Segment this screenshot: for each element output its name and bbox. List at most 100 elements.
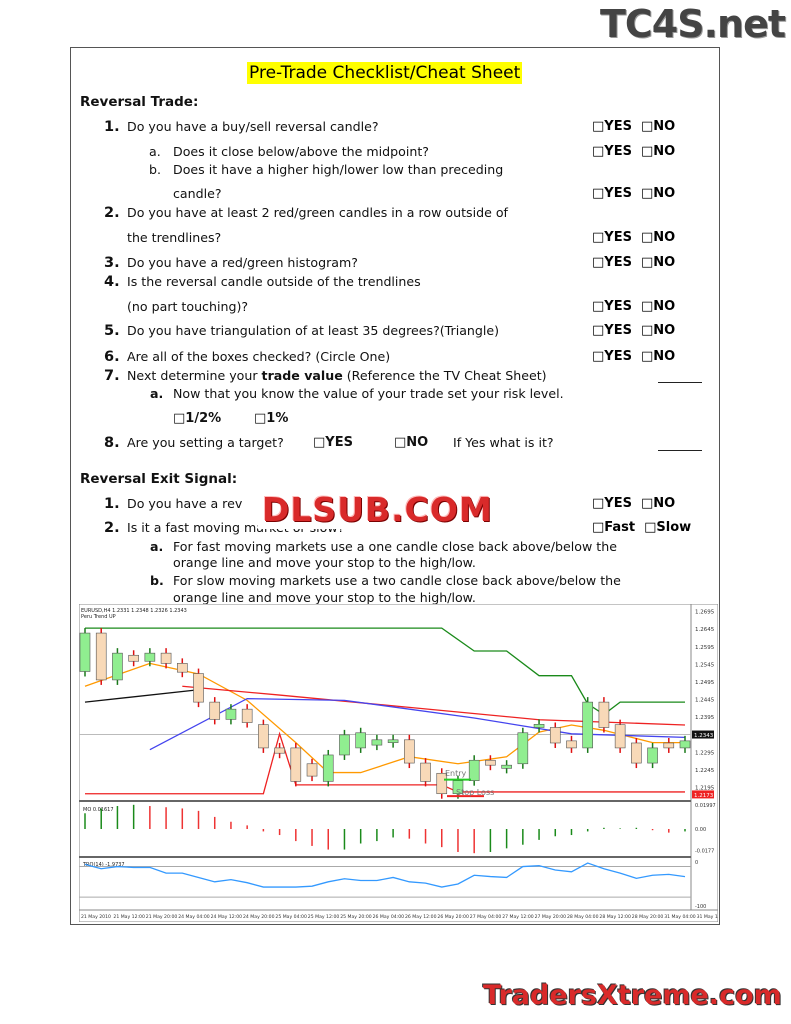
no-checkbox[interactable]: □NO [640,323,676,338]
question-text: Are all of the boxes checked? (Circle On… [127,349,391,364]
candle-body [614,724,626,749]
trade-value-blank[interactable] [658,368,702,383]
price-chart: 1.2695 1.2645 1.2595 1.2545 1.2495 1.2445 1.23… [79,604,718,922]
number: 6. [104,349,120,365]
yes-checkbox[interactable]: □YES [592,349,632,364]
time-tick-label: 25 May 04:00 [275,914,307,920]
mo-tick-label: -0.0177 [695,848,714,854]
checklist-sheet [70,47,720,925]
no-checkbox[interactable]: □NO [640,299,676,314]
candle-body [452,780,464,795]
time-tick-label: 24 May 04:00 [178,914,210,920]
yes-checkbox[interactable]: □YES [592,255,632,270]
stop-price-label: 1.2173 [694,793,714,799]
risk-one-percent-checkbox[interactable]: □1% [254,411,289,426]
question-text: Next determine your trade value (Referen… [127,368,547,384]
candle-body [468,759,480,781]
question-text: Do you have a rev [127,496,243,511]
number: 4. [104,274,120,290]
candle-body [209,701,221,720]
no-checkbox[interactable]: □NO [394,435,429,450]
candle-body [306,763,318,777]
stop-price-box [692,790,714,799]
time-tick-label: 26 May 04:00 [373,914,405,920]
candle-body [533,724,545,728]
question-text: Do you have a buy/sell reversal candle? [127,119,379,134]
no-checkbox[interactable]: □NO [640,255,676,270]
current-price-label: 1.2343 [694,733,714,739]
time-tick-label: 31 May 1 [697,914,718,920]
yes-checkbox[interactable]: □YES [592,323,632,338]
question-text-cont: (no part touching)? [127,299,249,314]
yes-checkbox[interactable]: □YES [592,230,632,245]
no-checkbox[interactable]: □NO [640,230,676,245]
tro-tick-label: 0 [695,860,698,866]
no-checkbox[interactable]: □NO [640,144,676,159]
price-tick-label: 1.2545 [695,662,715,668]
candle-body [501,764,512,769]
time-tick-label: 27 May 12:00 [502,914,534,920]
no-checkbox[interactable]: □NO [640,186,676,201]
time-tick-label: 28 May 04:00 [567,914,599,920]
yes-checkbox[interactable]: □YES [592,186,632,201]
tro-tick-label: -100 [695,904,706,910]
chart-frame [79,604,718,922]
candle-body [112,652,123,681]
section-heading-reversal-trade: Reversal Trade: [80,94,199,110]
candle-body [79,632,91,672]
question-text-cont: the trendlines? [127,230,222,245]
section-heading-exit-signal: Reversal Exit Signal: [80,471,238,487]
candle-body [566,740,577,749]
number: 7. [104,368,120,384]
number: 2. [104,205,120,221]
candle-body [225,708,237,720]
risk-half-percent-checkbox[interactable]: □1/2% [173,411,222,426]
yes-checkbox[interactable]: □YES [592,299,632,314]
candle-body [387,739,399,743]
slow-checkbox[interactable]: □Slow [644,520,692,535]
text-pre: Next determine your [127,368,262,383]
time-tick-label: 25 May 12:00 [308,914,340,920]
candle-body [647,747,658,764]
target-blank[interactable] [658,436,702,451]
yes-checkbox[interactable]: □YES [592,119,632,134]
time-tick-label: 24 May 12:00 [211,914,243,920]
tradersxtreme-logo: TradersXtreme.com [483,980,782,1011]
indicator-line [84,689,199,703]
question-text-cont: candle? [173,186,222,201]
tro-label: TRO(14) -1.9737 [82,862,125,868]
yes-checkbox[interactable]: □YES [592,144,632,159]
price-tick-label: 1.2695 [695,610,715,616]
no-checkbox[interactable]: □NO [640,119,676,134]
letter: b. [150,573,164,588]
question-text: Do you have at least 2 red/green candles… [127,205,508,220]
entry-annotation: Entry [445,769,467,778]
price-tick-label: 1.2595 [695,645,715,651]
fast-checkbox[interactable]: □Fast [592,520,636,535]
mo-tick-label: 0.01997 [695,803,716,809]
time-tick-label: 21 May 2010 [81,914,111,920]
follow-up-text: If Yes what is it? [453,435,554,450]
no-checkbox[interactable]: □NO [640,496,676,511]
yes-checkbox[interactable]: □YES [592,496,632,511]
price-tick-label: 1.2495 [695,680,715,686]
candle-body [679,740,691,749]
candle-body [485,759,496,766]
time-tick-label: 21 May 20:00 [146,914,178,920]
text-bold: trade value [261,368,343,383]
candle-body [436,772,448,795]
indicator-line [85,627,685,716]
yes-checkbox[interactable]: □YES [313,435,353,450]
stop-loss-annotation: Stop Loss [456,788,494,797]
question-text: For fast moving markets use a one candle… [173,539,617,554]
candle-body [598,701,610,728]
candle-body [631,742,642,764]
price-tick-label: 1.2195 [695,786,715,792]
number: 5. [104,323,120,339]
time-tick-label: 24 May 20:00 [243,914,275,920]
no-checkbox[interactable]: □NO [640,349,676,364]
number: 8. [104,435,120,451]
price-tick-label: 1.2445 [695,698,715,704]
candle-body [128,654,139,662]
